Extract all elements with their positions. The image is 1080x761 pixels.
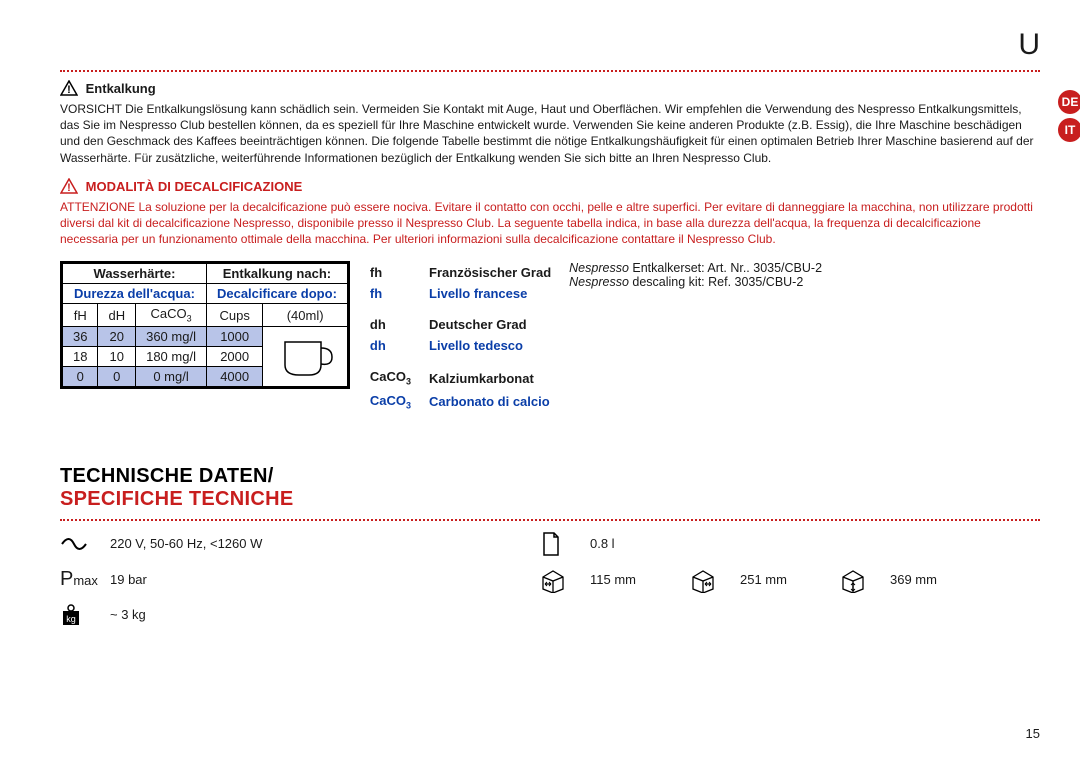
table-cell: 360 mg/l xyxy=(136,326,207,346)
legend-abbr: dh xyxy=(362,315,419,334)
kit-info: Nespresso Entkalkerset: Art. Nr.. 3035/C… xyxy=(569,261,822,289)
height-icon xyxy=(840,567,890,593)
divider xyxy=(60,70,1040,72)
table-cell: 180 mg/l xyxy=(136,346,207,366)
table-cell: 0 xyxy=(63,366,98,386)
legend-abbr: CaCO3 xyxy=(362,367,419,389)
table-cell: 4000 xyxy=(206,366,262,386)
spec-power: 220 V, 50-60 Hz, <1260 W xyxy=(110,536,540,551)
decalc-body: ATTENZIONE La soluzione per la decalcifi… xyxy=(60,199,1040,248)
col-dh: dH xyxy=(98,304,136,327)
legend-block: fhFranzösischer Grad fhLivello francese … xyxy=(360,261,561,414)
spec-height: 369 mm xyxy=(890,572,990,587)
power-icon xyxy=(60,534,110,554)
svg-text:kg: kg xyxy=(66,614,76,624)
spec-weight: ~ 3 kg xyxy=(110,607,540,622)
weight-icon: kg xyxy=(60,603,110,627)
entkalkung-title: Entkalkung xyxy=(86,81,156,96)
hardness-head-de-l: Wasserhärte: xyxy=(63,264,207,284)
tank-icon xyxy=(540,531,590,557)
divider xyxy=(60,519,1040,521)
table-cell: 36 xyxy=(63,326,98,346)
legend-label: Livello francese xyxy=(421,284,559,303)
warning-icon: ! xyxy=(60,80,78,99)
legend-label: Carbonato di calcio xyxy=(421,391,559,413)
svg-text:!: ! xyxy=(67,182,71,194)
svg-text:!: ! xyxy=(67,84,71,96)
legend-abbr: dh xyxy=(362,336,419,355)
pressure-icon: Pmax xyxy=(60,568,110,591)
legend-label: Livello tedesco xyxy=(421,336,559,355)
spec-tank: 0.8 l xyxy=(590,536,690,551)
table-cell: 2000 xyxy=(206,346,262,366)
hardness-head-it-r: Decalcificare dopo: xyxy=(206,284,347,304)
col-fh: fH xyxy=(63,304,98,327)
page-header-letter: U xyxy=(1018,28,1040,62)
hardness-head-it-l: Durezza dell'acqua: xyxy=(63,284,207,304)
spec-grid: 220 V, 50-60 Hz, <1260 W 0.8 l Pmax 19 b… xyxy=(60,531,1040,627)
legend-label: Deutscher Grad xyxy=(421,315,559,334)
decalc-heading: ! MODALITÀ DI DECALCIFICAZIONE xyxy=(60,178,1040,197)
language-badges: DE IT xyxy=(1058,90,1080,142)
decalc-title: MODALITÀ DI DECALCIFICAZIONE xyxy=(86,179,303,194)
entkalkung-body: VORSICHT Die Entkalkungslösung kann schä… xyxy=(60,101,1040,166)
spec-pressure: 19 bar xyxy=(110,572,540,587)
table-cell: 10 xyxy=(98,346,136,366)
lang-it-badge: IT xyxy=(1058,118,1080,142)
hardness-table: Wasserhärte: Entkalkung nach: Durezza de… xyxy=(60,261,350,389)
width-icon xyxy=(540,567,590,593)
page-number: 15 xyxy=(1026,726,1040,741)
table-cell: 0 xyxy=(98,366,136,386)
legend-abbr: fh xyxy=(362,263,419,282)
table-cell: 18 xyxy=(63,346,98,366)
col-cups: Cups xyxy=(206,304,262,327)
spec-depth: 251 mm xyxy=(740,572,840,587)
col-40ml: (40ml) xyxy=(263,304,348,327)
entkalkung-heading: ! Entkalkung xyxy=(60,80,1040,99)
lang-de-badge: DE xyxy=(1058,90,1080,114)
legend-label: Kalziumkarbonat xyxy=(421,367,559,389)
hardness-head-de-r: Entkalkung nach: xyxy=(206,264,347,284)
table-cell: 0 mg/l xyxy=(136,366,207,386)
col-caco3: CaCO3 xyxy=(136,304,207,327)
legend-label: Französischer Grad xyxy=(421,263,559,282)
spec-width: 115 mm xyxy=(590,572,690,587)
table-cell: 1000 xyxy=(206,326,262,346)
cup-icon xyxy=(263,326,348,386)
warning-icon: ! xyxy=(60,178,78,197)
tech-heading: TECHNISCHE DATEN/ SPECIFICHE TECNICHE xyxy=(60,465,1040,511)
legend-abbr: CaCO3 xyxy=(362,391,419,413)
legend-abbr: fh xyxy=(362,284,419,303)
depth-icon xyxy=(690,567,740,593)
table-cell: 20 xyxy=(98,326,136,346)
